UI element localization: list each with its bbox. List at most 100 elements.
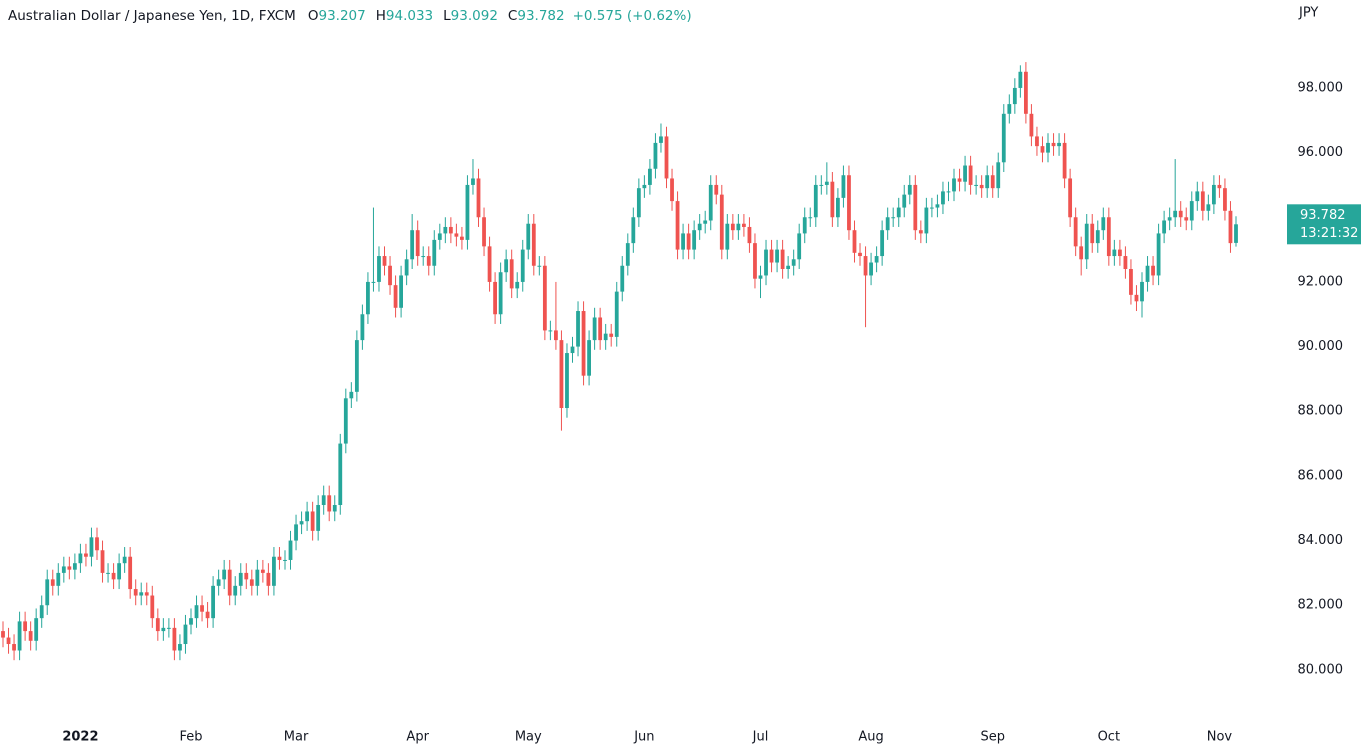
candle-body — [1007, 104, 1012, 114]
candle-body — [128, 556, 133, 590]
candle-body — [211, 585, 216, 619]
candle-body — [404, 259, 409, 276]
candle-body — [869, 262, 873, 276]
candle-body — [537, 265, 542, 267]
ohlc-label: H — [376, 8, 386, 24]
candle-body — [72, 563, 77, 570]
candle-body — [952, 178, 956, 192]
candle-body — [216, 579, 221, 586]
candle-body — [1084, 223, 1089, 260]
candle-body — [1123, 256, 1128, 269]
candle-body — [382, 256, 387, 266]
candle-body — [714, 184, 719, 195]
candle-body — [625, 243, 630, 266]
candle-body — [437, 233, 442, 240]
candle-body — [791, 259, 796, 266]
candle-body — [1001, 113, 1006, 163]
candle-body — [526, 223, 531, 250]
candle-body — [775, 249, 779, 263]
candle-body — [1217, 184, 1222, 189]
price-tag — [1287, 204, 1361, 245]
candle-body — [642, 184, 647, 189]
candle-body — [343, 398, 348, 444]
candle-body — [117, 563, 122, 580]
countdown: 13:21:32 — [1300, 226, 1358, 241]
candle-body — [786, 265, 791, 269]
y-tick-label: 92.000 — [1298, 274, 1344, 289]
candle-body — [985, 175, 990, 189]
y-tick-label: 86.000 — [1298, 468, 1344, 483]
candle-body — [482, 217, 486, 247]
candle-body — [233, 585, 238, 596]
candle-body — [1206, 204, 1211, 211]
candle-body — [67, 566, 72, 570]
candle-body — [620, 265, 625, 292]
chart-header: Australian Dollar / Japanese Yen, 1D, FX… — [8, 8, 692, 24]
candle-body — [432, 239, 437, 266]
candle-body — [747, 226, 752, 244]
candle-body — [918, 230, 923, 234]
candle-body — [1073, 217, 1078, 247]
candle-body — [338, 443, 343, 506]
candle-body — [1018, 71, 1023, 88]
candle-body — [1140, 281, 1144, 302]
candle-body — [1200, 191, 1205, 211]
candle-body — [847, 175, 851, 231]
ohlc-value: 93.782 — [517, 8, 564, 24]
y-tick-label: 90.000 — [1298, 339, 1344, 354]
candle-body — [393, 285, 398, 308]
candle-body — [1228, 210, 1233, 244]
candle-body — [648, 168, 652, 185]
candle-body — [554, 330, 558, 341]
candle-body — [1062, 142, 1067, 179]
candle-body — [39, 605, 44, 619]
candle-body — [1079, 246, 1084, 260]
candle-body — [443, 226, 448, 234]
candle-body — [56, 572, 61, 586]
candle-body — [1134, 294, 1139, 302]
candle-body — [1106, 217, 1111, 257]
candle-body — [95, 537, 99, 551]
candle-body — [1151, 265, 1155, 276]
candle-body — [122, 556, 127, 564]
candle-body — [1189, 201, 1194, 221]
candle-body — [609, 333, 614, 337]
candle-body — [144, 592, 149, 596]
candle-body — [896, 207, 901, 218]
candle-body — [244, 572, 249, 580]
candle-body — [670, 178, 674, 202]
candle-body — [548, 330, 553, 332]
candle-body — [294, 524, 298, 541]
candle-body — [288, 540, 293, 560]
candle-body — [542, 265, 547, 331]
candle-body — [283, 559, 287, 561]
ohlc-label: L — [443, 8, 451, 24]
candle-body — [587, 340, 591, 376]
candle-body — [155, 618, 160, 632]
candle-body — [753, 243, 757, 279]
candle-body — [974, 184, 979, 186]
candle-body — [260, 569, 265, 573]
candle-body — [17, 621, 22, 651]
candle-body — [1068, 178, 1073, 218]
candle-body — [858, 252, 862, 257]
candle-body — [874, 256, 879, 263]
candle-body — [454, 233, 459, 237]
candle-body — [664, 136, 669, 179]
candle-body — [277, 556, 282, 560]
candle-body — [1223, 188, 1227, 211]
candle-body — [730, 223, 735, 231]
candle-body — [465, 184, 470, 240]
candle-body — [410, 230, 415, 260]
candle-body — [957, 178, 962, 182]
candle-body — [189, 618, 193, 625]
candle-body — [968, 165, 973, 185]
candle-body — [205, 611, 210, 619]
candle-body — [299, 521, 304, 525]
candle-body — [89, 537, 94, 557]
candle-body — [321, 495, 326, 506]
candle-body — [819, 184, 824, 186]
candle-body — [1090, 223, 1095, 244]
candle-body — [1162, 220, 1167, 234]
candle-body — [178, 644, 182, 651]
